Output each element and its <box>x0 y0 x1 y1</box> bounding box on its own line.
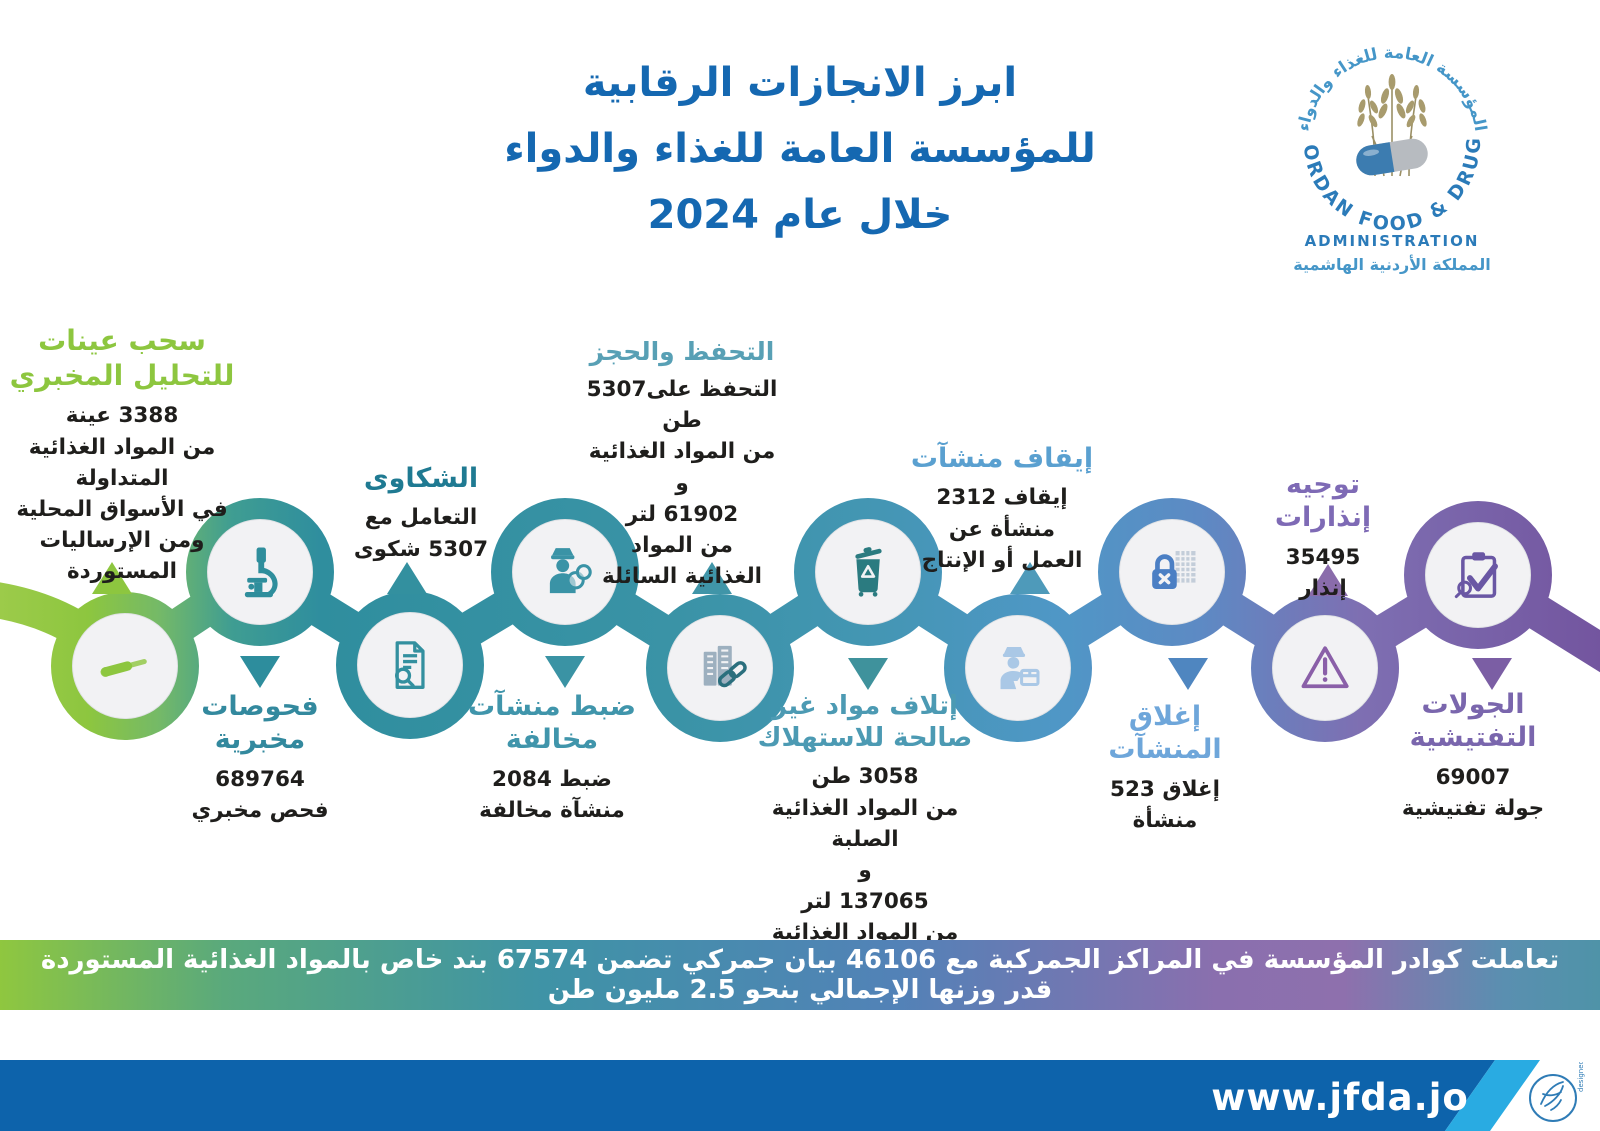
milestone-suspension-stats: إيقاف 2312 منشأة عن العمل أو الإنتاج <box>921 485 1083 573</box>
title-line-1: ابرز الانجازات الرقابية <box>582 60 1018 106</box>
logo-administration-label: ADMINISTRATION <box>1305 232 1480 250</box>
pointer-down-tours <box>1472 658 1512 690</box>
trash-recycle-icon <box>855 547 882 597</box>
logo-kingdom-label: المملكة الأردنية الهاشمية <box>1293 255 1490 274</box>
milestone-custody-seizure: التحفظ والحجز التحفظ على5307 طن من الموا… <box>570 336 794 592</box>
milestone-destruction: إتلاف مواد غير صالحة للاستهلاك 3058 طن م… <box>735 690 995 980</box>
milestone-suspension: إيقاف منشآت إيقاف 2312 منشأة عن العمل أو… <box>902 442 1102 576</box>
microscope-icon <box>244 547 278 598</box>
designer-stamp: designed by <box>1529 1062 1585 1122</box>
title-line-3: خلال عام 2024 <box>647 192 953 238</box>
milestone-warnings-title: توجيه إنذارات <box>1274 469 1372 534</box>
milestone-violating-stats: ضبط 2084 منشآة مخالفة <box>479 766 625 824</box>
locked-building-icon <box>1152 551 1196 590</box>
inspection-clipboard-icon <box>1454 552 1498 599</box>
milestone-suspension-title: إيقاف منشآت <box>910 443 1094 474</box>
pointer-down-violating <box>545 656 585 688</box>
milestone-lab-tests: فحوصات مخبرية 689764 فحص مخبري <box>170 690 350 826</box>
customs-officer-icon <box>1000 647 1040 690</box>
milestone-closure: إغلاق المنشآت إغلاق 523 منشأة <box>1070 700 1260 836</box>
wheat-icon <box>1357 74 1427 177</box>
sample-swab-icon <box>100 658 147 677</box>
milestone-destruction-title: إتلاف مواد غير صالحة للاستهلاك <box>757 691 973 754</box>
pointer-down-lab-tests <box>240 656 280 688</box>
milestone-complaints-stats: التعامل مع 5307 شكوى <box>353 505 489 562</box>
milestone-custody-stats: التحفظ على5307 طن من المواد الغذائية و 6… <box>586 377 778 590</box>
pointer-up-complaints <box>387 562 427 594</box>
milestone-closure-stats: إغلاق 523 منشأة <box>1110 776 1220 834</box>
milestone-tours-stats: 69007 جولة تفتيشية <box>1401 764 1545 822</box>
jfda-logo: المؤسسة العامة للغذاء والدواء JORDAN FOO… <box>1272 24 1491 274</box>
sealed-building-chain-icon <box>703 645 747 688</box>
title-line-2: للمؤسسة العامة للغذاء والدواء <box>504 126 1096 172</box>
pointer-down-destruction <box>848 658 888 690</box>
milestone-complaints: الشكاوى التعامل مع 5307 شكوى <box>332 462 510 565</box>
milestone-sampling-stats: 3388 عينة من المواد الغذائية المتداولة ف… <box>16 403 228 585</box>
customs-banner-text: تعاملت كوادر المؤسسة في المراكز الجمركية… <box>40 945 1560 1005</box>
page-title: ابرز الانجازات الرقابية للمؤسسة العامة ل… <box>420 50 1180 248</box>
pointer-down-closure <box>1168 658 1208 690</box>
website-url[interactable]: www.jfda.jo <box>1211 1076 1469 1119</box>
customs-banner: تعاملت كوادر المؤسسة في المراكز الجمركية… <box>0 940 1600 1010</box>
milestone-violating-title: ضبط منشآت مخالفة <box>468 691 636 756</box>
document-search-icon <box>394 641 425 689</box>
milestone-custody-title: التحفظ والحجز <box>589 337 775 366</box>
milestone-lab-tests-stats: 689764 فحص مخبري <box>191 766 329 824</box>
milestone-lab-tests-title: فحوصات مخبرية <box>201 691 319 756</box>
milestone-inspection-tours: الجولات التفتيشية 69007 جولة تفتيشية <box>1388 688 1558 824</box>
milestone-sampling-title: سحب عينات للتحليل المخبري <box>9 324 235 392</box>
milestone-sampling: سحب عينات للتحليل المخبري 3388 عينة من ا… <box>8 324 236 587</box>
milestone-closure-title: إغلاق المنشآت <box>1108 701 1222 766</box>
designer-credit: designed by <box>1577 1062 1585 1092</box>
footer-bar <box>0 1060 1495 1131</box>
milestone-tours-title: الجولات التفتيشية <box>1409 689 1537 754</box>
milestone-violating-establishments: ضبط منشآت مخالفة ضبط 2084 منشآة مخالفة <box>452 690 652 826</box>
warning-triangle-icon <box>1301 646 1349 689</box>
milestone-complaints-title: الشكاوى <box>363 463 479 494</box>
capsule-icon <box>1356 138 1428 176</box>
milestone-warnings-stats: 35495 إنذار <box>1285 544 1361 602</box>
calligraphy-icon <box>1540 1081 1564 1111</box>
milestone-warnings: توجيه إنذارات 35495 إنذار <box>1238 468 1408 604</box>
